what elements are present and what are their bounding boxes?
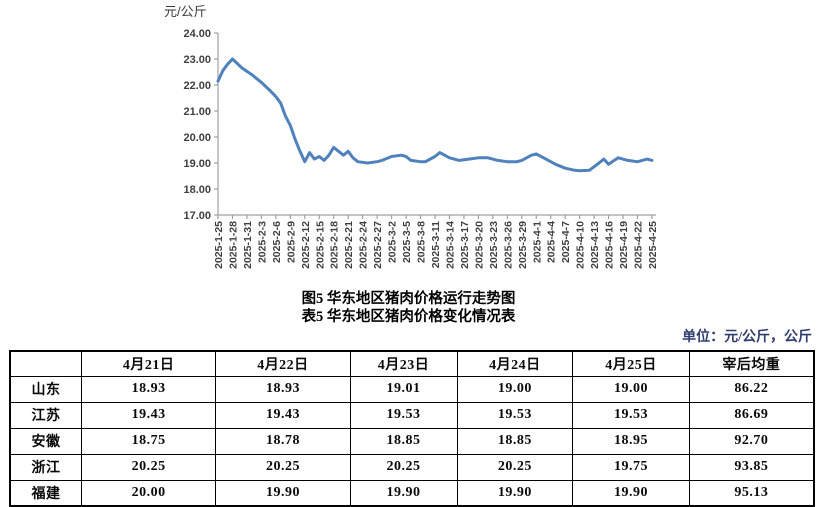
price-value: 19.53 bbox=[349, 401, 458, 429]
x-axis-tick-label: 2025-3-26 bbox=[502, 221, 514, 269]
x-axis-tick-label: 2025-1-28 bbox=[227, 221, 239, 269]
price-value: 18.85 bbox=[456, 427, 574, 455]
x-axis-tick-label: 2025-2-12 bbox=[300, 221, 312, 269]
price-value: 20.00 bbox=[81, 479, 217, 507]
y-axis-tick-label: 21.00 bbox=[183, 106, 211, 118]
region-label: 安徽 bbox=[9, 427, 83, 455]
price-value: 19.90 bbox=[215, 479, 351, 507]
trend-line bbox=[216, 57, 654, 173]
price-value: 19.53 bbox=[572, 401, 690, 429]
x-axis-tick-label: 2025-2-15 bbox=[314, 221, 326, 269]
x-axis-tick-label: 2025-1-25 bbox=[213, 221, 225, 269]
x-axis-tick-label: 2025-4-22 bbox=[633, 221, 645, 269]
price-value: 19.90 bbox=[456, 479, 574, 507]
x-axis-tick-label: 2025-3-23 bbox=[488, 221, 500, 269]
x-axis-tick-label: 2025-4-10 bbox=[575, 221, 587, 269]
x-axis-tick-label: 2025-4-4 bbox=[546, 221, 558, 263]
price-value: 19.00 bbox=[572, 375, 690, 403]
region-label: 山东 bbox=[9, 375, 83, 403]
column-header: 4月24日 bbox=[456, 350, 574, 377]
column-header: 4月23日 bbox=[349, 350, 458, 377]
chart-unit-label: 元/公斤 bbox=[164, 4, 207, 19]
price-value: 19.75 bbox=[572, 453, 690, 481]
price-trend-chart-svg: 元/公斤 24.00 23.00 22.00 21.00 20.00 19.00 18.00 1… bbox=[164, 4, 659, 269]
price-value: 18.93 bbox=[215, 375, 351, 403]
column-header: 4月21日 bbox=[81, 350, 217, 377]
x-axis-tick-label: 2025-1-31 bbox=[242, 221, 254, 269]
unit-note: 单位：元/公斤，公斤 bbox=[682, 330, 812, 345]
table-caption: 表5 华东地区猪肉价格变化情况表 bbox=[301, 309, 516, 325]
x-axis-tick-label: 2025-3-5 bbox=[401, 221, 413, 263]
x-axis-tick-label: 2025-3-29 bbox=[517, 221, 529, 269]
x-axis-tick-label: 2025-2-3 bbox=[256, 221, 268, 263]
price-value: 18.93 bbox=[81, 375, 217, 403]
y-axis-tick-label: 18.00 bbox=[183, 184, 211, 196]
y-axis-tick-label: 23.00 bbox=[183, 54, 211, 66]
price-value: 19.43 bbox=[215, 401, 351, 429]
region-label: 福建 bbox=[9, 479, 83, 507]
x-axis-tick-label: 2025-4-16 bbox=[604, 221, 616, 269]
region-label: 江苏 bbox=[9, 401, 83, 429]
price-trend-chart: 元/公斤 24.00 23.00 22.00 21.00 20.00 19.00 18.00 1… bbox=[140, 0, 700, 295]
x-axis-tick-label: 2025-3-20 bbox=[473, 221, 485, 269]
price-value: 19.01 bbox=[349, 375, 458, 403]
price-value: 18.78 bbox=[215, 427, 351, 455]
x-axis-tick-label: 2025-2-27 bbox=[372, 221, 384, 269]
price-value: 19.90 bbox=[572, 479, 690, 507]
price-value: 19.53 bbox=[456, 401, 574, 429]
price-value: 93.85 bbox=[688, 453, 815, 481]
price-table: 4月21日 4月22日 4月23日 4月24日 4月25日 宰后均重 山东 18.93 18.… bbox=[9, 350, 815, 507]
price-value: 19.43 bbox=[81, 401, 217, 429]
column-header: 宰后均重 bbox=[688, 350, 815, 377]
price-value: 20.25 bbox=[349, 453, 458, 481]
x-axis-tick-label: 2025-4-13 bbox=[589, 221, 601, 269]
column-header: 4月22日 bbox=[215, 350, 351, 377]
y-axis-tick-label: 24.00 bbox=[183, 28, 211, 40]
column-header: 4月25日 bbox=[572, 350, 690, 377]
table-row: 江苏 19.43 19.43 19.53 19.53 19.53 86.69 bbox=[9, 401, 815, 429]
table-row: 福建 20.00 19.90 19.90 19.90 19.90 95.13 bbox=[9, 479, 815, 507]
x-axis-tick-label: 2025-3-17 bbox=[459, 221, 471, 269]
price-value: 86.69 bbox=[688, 401, 815, 429]
x-axis-tick-label: 2025-4-25 bbox=[647, 221, 659, 269]
y-axis-tick-label: 19.00 bbox=[183, 158, 211, 170]
region-label: 浙江 bbox=[9, 453, 83, 481]
x-axis-tick-label: 2025-3-8 bbox=[416, 221, 428, 263]
x-axis-tick-label: 2025-2-24 bbox=[358, 221, 370, 269]
table-head: 4月21日 4月22日 4月23日 4月24日 4月25日 宰后均重 bbox=[9, 350, 815, 377]
price-value: 20.25 bbox=[456, 453, 574, 481]
x-axis-tick-label: 2025-4-1 bbox=[531, 221, 543, 263]
y-axis-tick-label: 20.00 bbox=[183, 132, 211, 144]
table-body: 山东 18.93 18.93 19.01 19.00 19.00 86.22 江苏 19.43 1… bbox=[9, 375, 815, 507]
y-axis-tick-label: 17.00 bbox=[183, 210, 211, 222]
price-value: 18.75 bbox=[81, 427, 217, 455]
price-value: 20.25 bbox=[81, 453, 217, 481]
x-axis-tick-label: 2025-3-14 bbox=[444, 221, 456, 269]
x-axis-tick-label: 2025-3-11 bbox=[430, 221, 442, 268]
y-axis-tick-label: 22.00 bbox=[183, 80, 211, 92]
caption-block: 图5 华东地区猪肉价格运行走势图 表5 华东地区猪肉价格变化情况表 bbox=[0, 290, 817, 326]
x-axis-tick-label: 2025-2-21 bbox=[343, 221, 355, 269]
price-value: 19.00 bbox=[456, 375, 574, 403]
price-value: 20.25 bbox=[215, 453, 351, 481]
x-axis-tick-label: 2025-2-6 bbox=[271, 221, 283, 263]
price-value: 19.90 bbox=[349, 479, 458, 507]
price-value: 86.22 bbox=[688, 375, 815, 403]
x-axis-tick-label: 2025-4-7 bbox=[560, 221, 572, 263]
figure-caption: 图5 华东地区猪肉价格运行走势图 bbox=[301, 291, 516, 307]
x-axis-tick-label: 2025-2-18 bbox=[329, 221, 341, 269]
table-header-row: 4月21日 4月22日 4月23日 4月24日 4月25日 宰后均重 bbox=[9, 350, 815, 377]
empty-header-cell bbox=[9, 350, 83, 377]
x-axis-tick-label: 2025-2-9 bbox=[285, 221, 297, 263]
price-value: 95.13 bbox=[688, 479, 815, 507]
table-row: 山东 18.93 18.93 19.01 19.00 19.00 86.22 bbox=[9, 375, 815, 403]
x-axis-tick-label: 2025-4-19 bbox=[618, 221, 630, 269]
price-value: 92.70 bbox=[688, 427, 815, 455]
x-axis-tick-label: 2025-3-2 bbox=[387, 221, 399, 263]
price-value: 18.85 bbox=[349, 427, 458, 455]
table-row: 浙江 20.25 20.25 20.25 20.25 19.75 93.85 bbox=[9, 453, 815, 481]
price-value: 18.95 bbox=[572, 427, 690, 455]
table-row: 安徽 18.75 18.78 18.85 18.85 18.95 92.70 bbox=[9, 427, 815, 455]
